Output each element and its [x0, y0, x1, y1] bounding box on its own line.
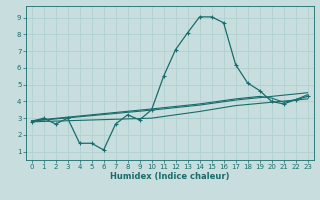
- X-axis label: Humidex (Indice chaleur): Humidex (Indice chaleur): [110, 172, 229, 181]
